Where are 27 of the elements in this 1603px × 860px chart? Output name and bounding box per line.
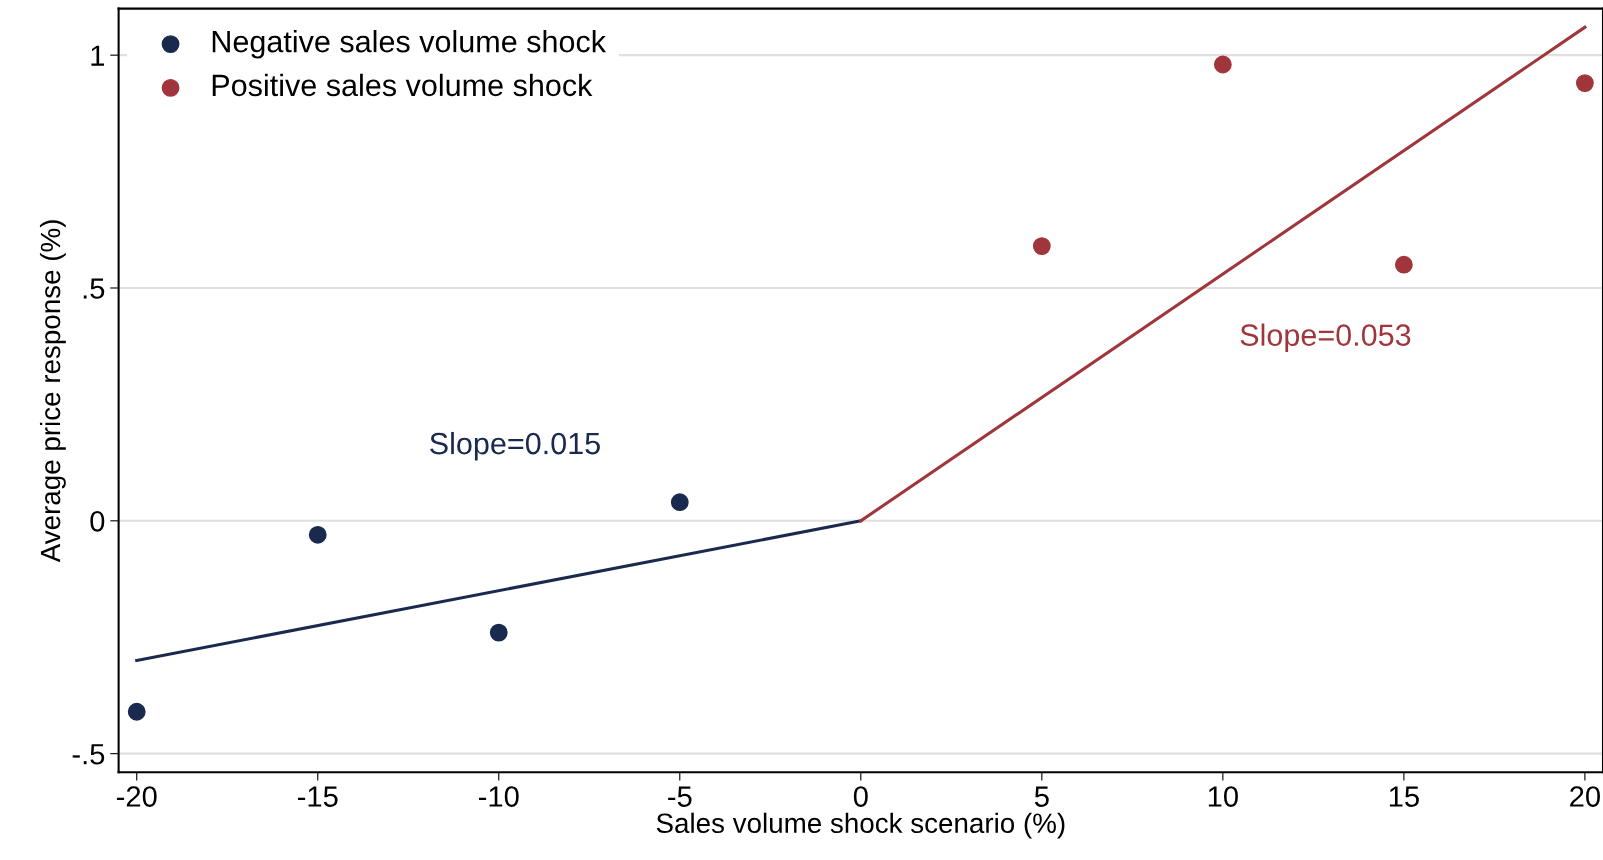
point xyxy=(670,493,689,512)
x-tick-label: -20 xyxy=(116,786,157,807)
x-tick-label: 15 xyxy=(1389,786,1419,807)
x-axis-title: Sales volume shock scenario (%) xyxy=(656,812,1065,839)
point xyxy=(1575,74,1594,93)
y-tick-label: 1 xyxy=(91,45,105,66)
x-tick-label: 5 xyxy=(1034,786,1049,807)
x-tick-label: 0 xyxy=(853,786,868,807)
y-tick-label: -.5 xyxy=(72,744,105,765)
legend-label: Negative sales volume shock xyxy=(212,29,607,59)
point xyxy=(127,702,146,721)
x-tick-label: -15 xyxy=(297,786,338,807)
annotation: Slope=0.053 xyxy=(1240,323,1411,352)
point xyxy=(489,623,508,642)
point xyxy=(1213,55,1232,74)
x-tick-label: -10 xyxy=(478,786,519,807)
point xyxy=(308,525,327,544)
x-tick-label: -5 xyxy=(668,786,692,807)
x-tick-label: 10 xyxy=(1208,786,1238,807)
y-axis-title: Average price response (%) xyxy=(39,220,66,563)
y-tick-label: .5 xyxy=(83,278,105,299)
y-tick-label: 0 xyxy=(90,511,105,532)
x-tick-label: 20 xyxy=(1570,786,1600,807)
point xyxy=(1032,237,1051,255)
point xyxy=(1394,255,1413,274)
annotation: Slope=0.015 xyxy=(430,431,600,461)
legend-label: Positive sales volume shock xyxy=(212,73,593,97)
